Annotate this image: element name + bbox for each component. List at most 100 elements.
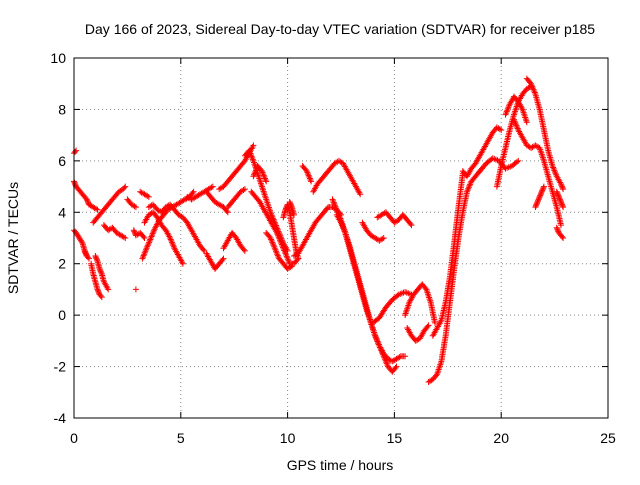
data-points bbox=[216, 142, 257, 193]
series-t45 bbox=[523, 75, 567, 193]
chart-title: Day 166 of 2023, Sidereal Day-to-day VTE… bbox=[85, 21, 595, 37]
x-tick-label: 25 bbox=[600, 430, 616, 446]
series-t1 bbox=[71, 147, 80, 157]
x-tick-label: 20 bbox=[493, 430, 509, 446]
data-points bbox=[374, 209, 415, 229]
y-tick-label: 6 bbox=[58, 153, 66, 169]
series-t27 bbox=[286, 199, 297, 218]
series-t6 bbox=[92, 253, 112, 293]
data-points bbox=[88, 260, 105, 301]
data-points bbox=[333, 211, 409, 365]
data-points bbox=[220, 229, 248, 254]
y-tick-label: -4 bbox=[54, 410, 67, 426]
series-t23 bbox=[250, 163, 270, 185]
x-tick-label: 5 bbox=[177, 430, 185, 446]
data-points bbox=[71, 147, 80, 157]
series-t40 bbox=[459, 124, 505, 180]
data-points bbox=[100, 222, 129, 241]
series-t10 bbox=[130, 227, 148, 241]
series-t29 bbox=[299, 163, 315, 185]
data-points bbox=[203, 188, 231, 216]
data-points bbox=[404, 322, 432, 344]
data-points bbox=[299, 163, 315, 185]
series-t37 bbox=[404, 322, 432, 344]
y-tick-label: 0 bbox=[58, 307, 66, 323]
data-points bbox=[310, 157, 364, 198]
data-points bbox=[137, 188, 152, 200]
series-t38 bbox=[425, 168, 483, 385]
data-points bbox=[532, 183, 547, 211]
y-tick-label: -2 bbox=[54, 359, 67, 375]
data-points bbox=[145, 201, 208, 254]
data-points bbox=[132, 286, 139, 293]
data-layer bbox=[71, 75, 567, 385]
series-t25 bbox=[263, 229, 295, 272]
data-points bbox=[248, 188, 302, 267]
data-points bbox=[553, 224, 567, 241]
data-points bbox=[263, 229, 295, 272]
x-tick-label: 10 bbox=[280, 430, 296, 446]
series-t18 bbox=[203, 188, 231, 216]
series-t47 bbox=[553, 224, 567, 241]
y-tick-label: 4 bbox=[58, 204, 66, 220]
data-points bbox=[203, 250, 227, 272]
data-points bbox=[241, 147, 291, 254]
series-t22 bbox=[241, 147, 291, 254]
series-t12 bbox=[137, 188, 152, 200]
series-t48 bbox=[553, 188, 567, 211]
data-points bbox=[370, 289, 415, 326]
series-t11 bbox=[132, 286, 139, 293]
x-tick-label: 0 bbox=[70, 430, 78, 446]
series-t33 bbox=[359, 219, 387, 244]
data-points bbox=[402, 281, 438, 326]
data-points bbox=[523, 75, 567, 193]
series-t5 bbox=[88, 260, 105, 301]
series-t24 bbox=[248, 188, 302, 267]
series-t8 bbox=[100, 222, 129, 241]
x-tick-label: 15 bbox=[387, 430, 403, 446]
y-tick-label: 2 bbox=[58, 256, 66, 272]
y-axis-label: SDTVAR / TECUs bbox=[5, 182, 21, 294]
series-t14 bbox=[141, 209, 186, 267]
series-t9 bbox=[124, 196, 139, 211]
data-points bbox=[130, 227, 148, 241]
series-t44 bbox=[511, 116, 564, 229]
series-t30 bbox=[310, 157, 364, 198]
y-tick-label: 10 bbox=[50, 50, 66, 66]
series-t4 bbox=[81, 247, 92, 262]
data-points bbox=[511, 116, 564, 229]
data-points bbox=[124, 196, 139, 211]
series-t35 bbox=[370, 289, 415, 326]
data-points bbox=[502, 93, 530, 126]
series-t36 bbox=[402, 281, 438, 326]
grid bbox=[74, 58, 608, 418]
data-points bbox=[81, 247, 92, 262]
data-points bbox=[425, 168, 483, 385]
series-t21 bbox=[224, 186, 248, 211]
plot-frame bbox=[73, 57, 609, 419]
data-points bbox=[224, 186, 248, 211]
series-t19 bbox=[216, 142, 257, 193]
data-points bbox=[459, 124, 505, 180]
series-t39 bbox=[429, 170, 466, 339]
series-t17 bbox=[203, 250, 227, 272]
series-t15 bbox=[145, 201, 208, 254]
data-points bbox=[286, 199, 297, 218]
axis-ticks: 0 5 10 15 20 25 -4 -2 0 2 4 6 8 10 bbox=[50, 50, 616, 446]
series-t20 bbox=[220, 229, 248, 254]
data-points bbox=[250, 163, 270, 185]
series-t7 bbox=[90, 183, 129, 226]
data-points bbox=[553, 188, 567, 211]
y-tick-label: 8 bbox=[58, 101, 66, 117]
series-t2 bbox=[71, 178, 101, 213]
series-t46 bbox=[532, 183, 547, 211]
data-points bbox=[90, 183, 129, 226]
data-points bbox=[141, 209, 186, 267]
data-points bbox=[359, 219, 387, 244]
x-axis-label: GPS time / hours bbox=[287, 457, 394, 473]
series-t32 bbox=[333, 211, 409, 365]
series-t34 bbox=[374, 209, 415, 229]
data-points bbox=[92, 253, 112, 293]
